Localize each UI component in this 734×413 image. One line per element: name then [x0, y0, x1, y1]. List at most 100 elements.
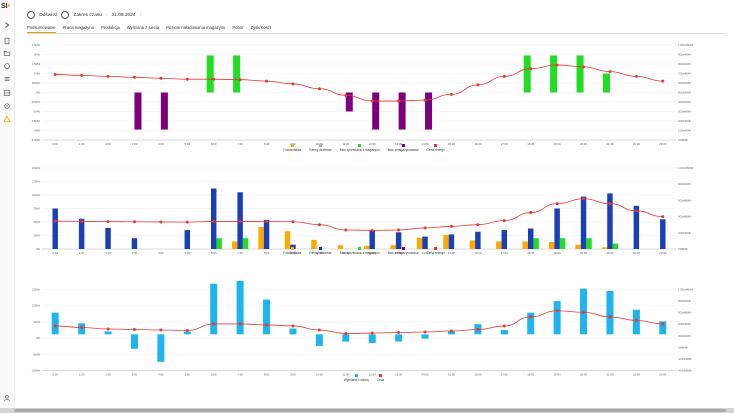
legend-item[interactable]: Cena energii: [427, 247, 445, 255]
legend-item[interactable]: Wymiana z siecią: [344, 374, 369, 382]
settings-icon[interactable]: [2, 101, 11, 110]
bar: [311, 239, 317, 249]
bar: [231, 241, 238, 249]
legend-item[interactable]: Farmy wiatrowe: [309, 247, 332, 255]
legend-swatch: [290, 144, 294, 147]
bar: [633, 205, 640, 249]
bar: [548, 241, 555, 249]
clock-icon[interactable]: [61, 11, 70, 19]
price-point: [106, 327, 110, 331]
list-icon[interactable]: [2, 74, 11, 83]
bar: [425, 92, 433, 130]
refresh-icon[interactable]: [27, 11, 35, 19]
x-tick-label: 18:00: [527, 142, 534, 146]
tab-produkcja[interactable]: Produkcja: [101, 25, 120, 30]
tab-poziom-naladowania[interactable]: Poziom naładowania magazynu: [166, 25, 226, 30]
user-icon[interactable]: [3, 389, 11, 402]
warning-icon[interactable]: [2, 114, 11, 123]
price-point: [53, 219, 57, 223]
bar: [602, 73, 610, 93]
legend-item[interactable]: Farmy wiatrowe: [309, 144, 332, 152]
bar: [554, 208, 560, 249]
tab-pobor[interactable]: Pobór: [232, 25, 244, 30]
y2-tick-label: 500zł/MWh: [678, 91, 692, 95]
legend-swatch: [290, 247, 294, 250]
legend-swatch: [434, 144, 438, 147]
y2-tick-label: 400zł/MWh: [678, 100, 692, 104]
bar: [160, 92, 168, 130]
y-tick-label: 1MW: [34, 72, 41, 76]
y-tick-label: -1,5MW: [31, 119, 41, 123]
price-point: [555, 202, 559, 206]
refresh-button[interactable]: Odśwież: [39, 12, 58, 18]
price-line: [55, 310, 663, 334]
legend-item[interactable]: Cena: [377, 374, 384, 382]
bar: [210, 283, 218, 335]
legend-item[interactable]: Moc zmagazynowana: [388, 247, 419, 255]
price-point: [132, 220, 136, 224]
x-tick-label: 21:00: [606, 251, 613, 255]
bar: [210, 188, 217, 249]
price-line: [55, 64, 663, 102]
price-point: [265, 323, 269, 327]
bar: [284, 231, 291, 249]
tab-wymiana-z-siecia[interactable]: Wymiana z siecią: [126, 25, 160, 30]
x-tick-label: 17:00: [501, 142, 508, 146]
x-tick-label: 10:00: [316, 251, 323, 255]
time-range-button[interactable]: Zakres czasu: [73, 12, 102, 18]
bar: [443, 234, 449, 249]
legend-swatch: [319, 144, 323, 147]
legend-item[interactable]: Moc sprzedana z magazynu: [340, 144, 380, 152]
legend-swatch: [378, 374, 382, 377]
legend-item[interactable]: Moc sprzedana z magazynu: [340, 247, 380, 255]
x-tick-label: 11:00: [342, 373, 349, 377]
legend-item[interactable]: Fotowoltaika: [283, 144, 301, 152]
y2-tick-label: 0zł/MWh: [678, 247, 689, 251]
bar: [448, 234, 455, 249]
price-point: [106, 74, 110, 78]
legend-item[interactable]: Cena energii: [427, 144, 445, 152]
x-tick-label: 5:00: [185, 251, 191, 255]
chart-icon[interactable]: [2, 61, 11, 70]
legend-item[interactable]: Fotowoltaika: [283, 247, 301, 255]
scrollbar-thumb[interactable]: [14, 409, 726, 412]
tab-podsumowanie[interactable]: Podsumowanie: [27, 25, 56, 33]
legend-swatch: [354, 374, 358, 377]
x-tick-label: 19:00: [554, 142, 561, 146]
x-tick-label: 0:00: [52, 373, 58, 377]
x-tick-label: 1:00: [79, 142, 85, 146]
legend-item[interactable]: Moc zmagazynowana: [388, 144, 419, 152]
bar: [575, 244, 581, 249]
bar: [364, 245, 370, 249]
x-tick-label: 9:00: [290, 373, 296, 377]
table-icon[interactable]: [2, 88, 11, 97]
price-point: [423, 98, 427, 102]
x-tick-label: 0:00: [52, 251, 58, 255]
y2-tick-label: 1 000zł/MWh: [678, 166, 694, 170]
y-tick-label: 500kW: [32, 81, 41, 85]
price-point: [423, 330, 427, 334]
document-icon[interactable]: [2, 36, 11, 45]
x-tick-label: 16:00: [474, 142, 481, 146]
menu-expand-icon[interactable]: [2, 20, 11, 29]
tab-praca-magazynu[interactable]: Praca magazynu: [62, 25, 95, 30]
date-label[interactable]: 31.08.2024: [111, 12, 136, 18]
y-tick-label: 100kW: [32, 193, 41, 197]
bar: [345, 92, 353, 112]
chevron-right-icon[interactable]: ›: [139, 12, 142, 18]
bar: [258, 226, 264, 249]
tab-zysk-koszt[interactable]: Zysk/Koszt: [250, 25, 272, 30]
tab-bar: Podsumowanie Praca magazynu Produkcja Wy…: [27, 25, 271, 33]
price-point: [502, 74, 506, 78]
price-point: [502, 219, 506, 223]
price-point: [449, 92, 453, 96]
y-tick-label: 50kW: [33, 220, 40, 224]
chevron-left-icon[interactable]: ‹: [105, 12, 108, 18]
y2-tick-label: 200zł/MWh: [678, 231, 692, 235]
folder-icon[interactable]: [2, 48, 11, 57]
bar: [369, 230, 375, 249]
x-tick-label: 3:00: [132, 142, 138, 146]
bar: [576, 55, 584, 93]
bar: [527, 228, 534, 249]
price-point: [608, 315, 612, 319]
